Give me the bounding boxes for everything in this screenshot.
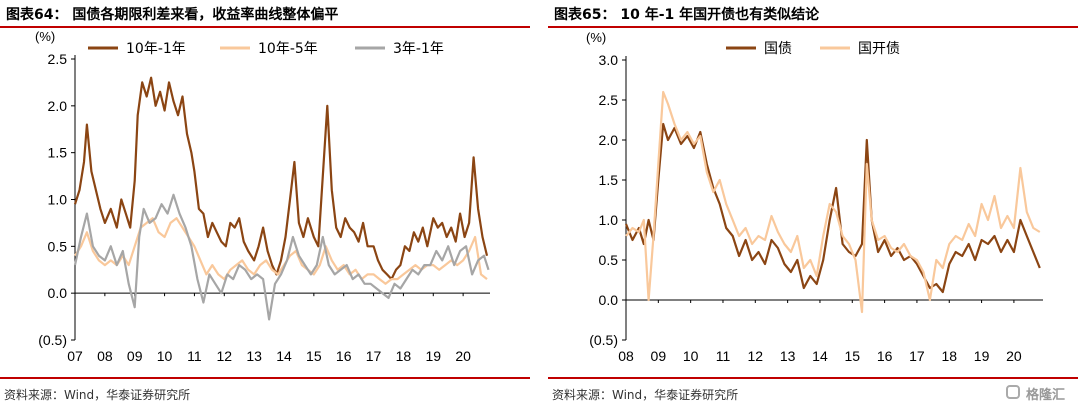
legend-label: 国债: [764, 41, 792, 57]
chart-title-64: 图表64： 国债各期限利差来看，收益率曲线整体偏平: [6, 7, 339, 23]
y-tick-label: (0.5): [589, 332, 618, 348]
x-tick-label: 13: [780, 348, 796, 364]
source-note-65: 资料来源：Wind，华泰证券研究所: [552, 388, 739, 402]
series-line-2: [625, 90, 1041, 314]
x-tick-label: 10: [157, 348, 173, 364]
series-line-2: [74, 217, 488, 285]
x-tick-label: 12: [216, 348, 232, 364]
x-tick-label: 20: [1006, 348, 1022, 364]
y-tick-label: 2.0: [599, 132, 619, 148]
logo-icon: [1006, 385, 1020, 399]
x-tick-label: 08: [618, 348, 634, 364]
x-tick-label: 15: [306, 348, 322, 364]
x-tick-label: 07: [67, 348, 83, 364]
y-tick-label: 1.5: [48, 145, 68, 161]
y-tick-label: 0.5: [599, 252, 619, 268]
legend-label: 10年-1年: [126, 41, 186, 57]
y-axis-label: (%): [586, 30, 606, 45]
series-line-3: [73, 193, 490, 321]
x-tick-label: 17: [909, 348, 925, 364]
x-tick-label: 16: [877, 348, 893, 364]
y-tick-label: 3.0: [599, 52, 619, 68]
x-tick-label: 11: [716, 348, 731, 364]
x-tick-label: 19: [974, 348, 990, 364]
series-line-1: [73, 76, 489, 281]
x-tick-label: 16: [336, 348, 352, 364]
title-rule: [0, 26, 530, 28]
source-rule: [548, 377, 1078, 379]
chart-panel-65: 图表65： 10 年-1 年国开债也有类似结论 (%) (0.5) 0.0 0.5 1.…: [548, 0, 1078, 407]
y-tick-label: (0.5): [38, 332, 67, 348]
y-tick-label: 1.0: [599, 212, 619, 228]
y-axis-label: (%): [35, 29, 55, 44]
title-rule: [548, 26, 1078, 28]
source-note-64: 资料来源：Wind，华泰证券研究所: [4, 388, 191, 402]
chart-panel-64: 图表64： 国债各期限利差来看，收益率曲线整体偏平 (%) (0.5) 0.0 0.5…: [0, 0, 530, 407]
y-tick-label: 2.5: [599, 92, 619, 108]
x-tick-label: 18: [396, 348, 412, 364]
watermark-logo: 格隆汇: [1006, 383, 1076, 403]
x-tick-label: 20: [455, 348, 471, 364]
x-tick-label: 14: [276, 348, 292, 364]
y-tick-label: 2.0: [48, 98, 68, 114]
legend-label: 10年-5年: [258, 41, 318, 57]
y-tick-label: 0.5: [48, 238, 68, 254]
y-tick-label: 0.0: [48, 285, 68, 301]
series-line-1: [624, 122, 1041, 294]
x-tick-label: 13: [246, 348, 262, 364]
chart-title-65: 图表65： 10 年-1 年国开债也有类似结论: [554, 7, 820, 23]
x-tick-label: 09: [127, 348, 143, 364]
chart-65-plot: (%) (0.5) 0.0 0.5 1.0 1.5 2.0 2.5 3.0 08 09 10 11 12 1…: [586, 30, 1043, 364]
x-tick-label: 18: [941, 348, 957, 364]
y-tick-label: 1.0: [48, 192, 68, 208]
y-tick-label: 2.5: [48, 51, 68, 67]
x-tick-label: 08: [97, 348, 113, 364]
y-tick-label: 0.0: [599, 292, 619, 308]
x-tick-label: 09: [651, 348, 667, 364]
x-tick-label: 14: [812, 348, 828, 364]
legend-label: 国开债: [858, 41, 900, 57]
x-tick-label: 10: [683, 348, 699, 364]
x-tick-label: 11: [187, 348, 202, 364]
x-tick-label: 17: [366, 348, 382, 364]
x-tick-label: 15: [844, 348, 860, 364]
legend-label: 3年-1年: [393, 41, 444, 57]
y-tick-label: 1.5: [599, 172, 619, 188]
x-tick-label: 12: [748, 348, 764, 364]
watermark-text: 格隆汇: [1026, 388, 1066, 403]
source-rule: [0, 377, 530, 379]
x-tick-label: 19: [425, 348, 441, 364]
chart-64-plot: (%) (0.5) 0.0 0.5 1.0 1.5 2.0 2.5 07 08 09 10 11 12 13…: [35, 29, 490, 364]
